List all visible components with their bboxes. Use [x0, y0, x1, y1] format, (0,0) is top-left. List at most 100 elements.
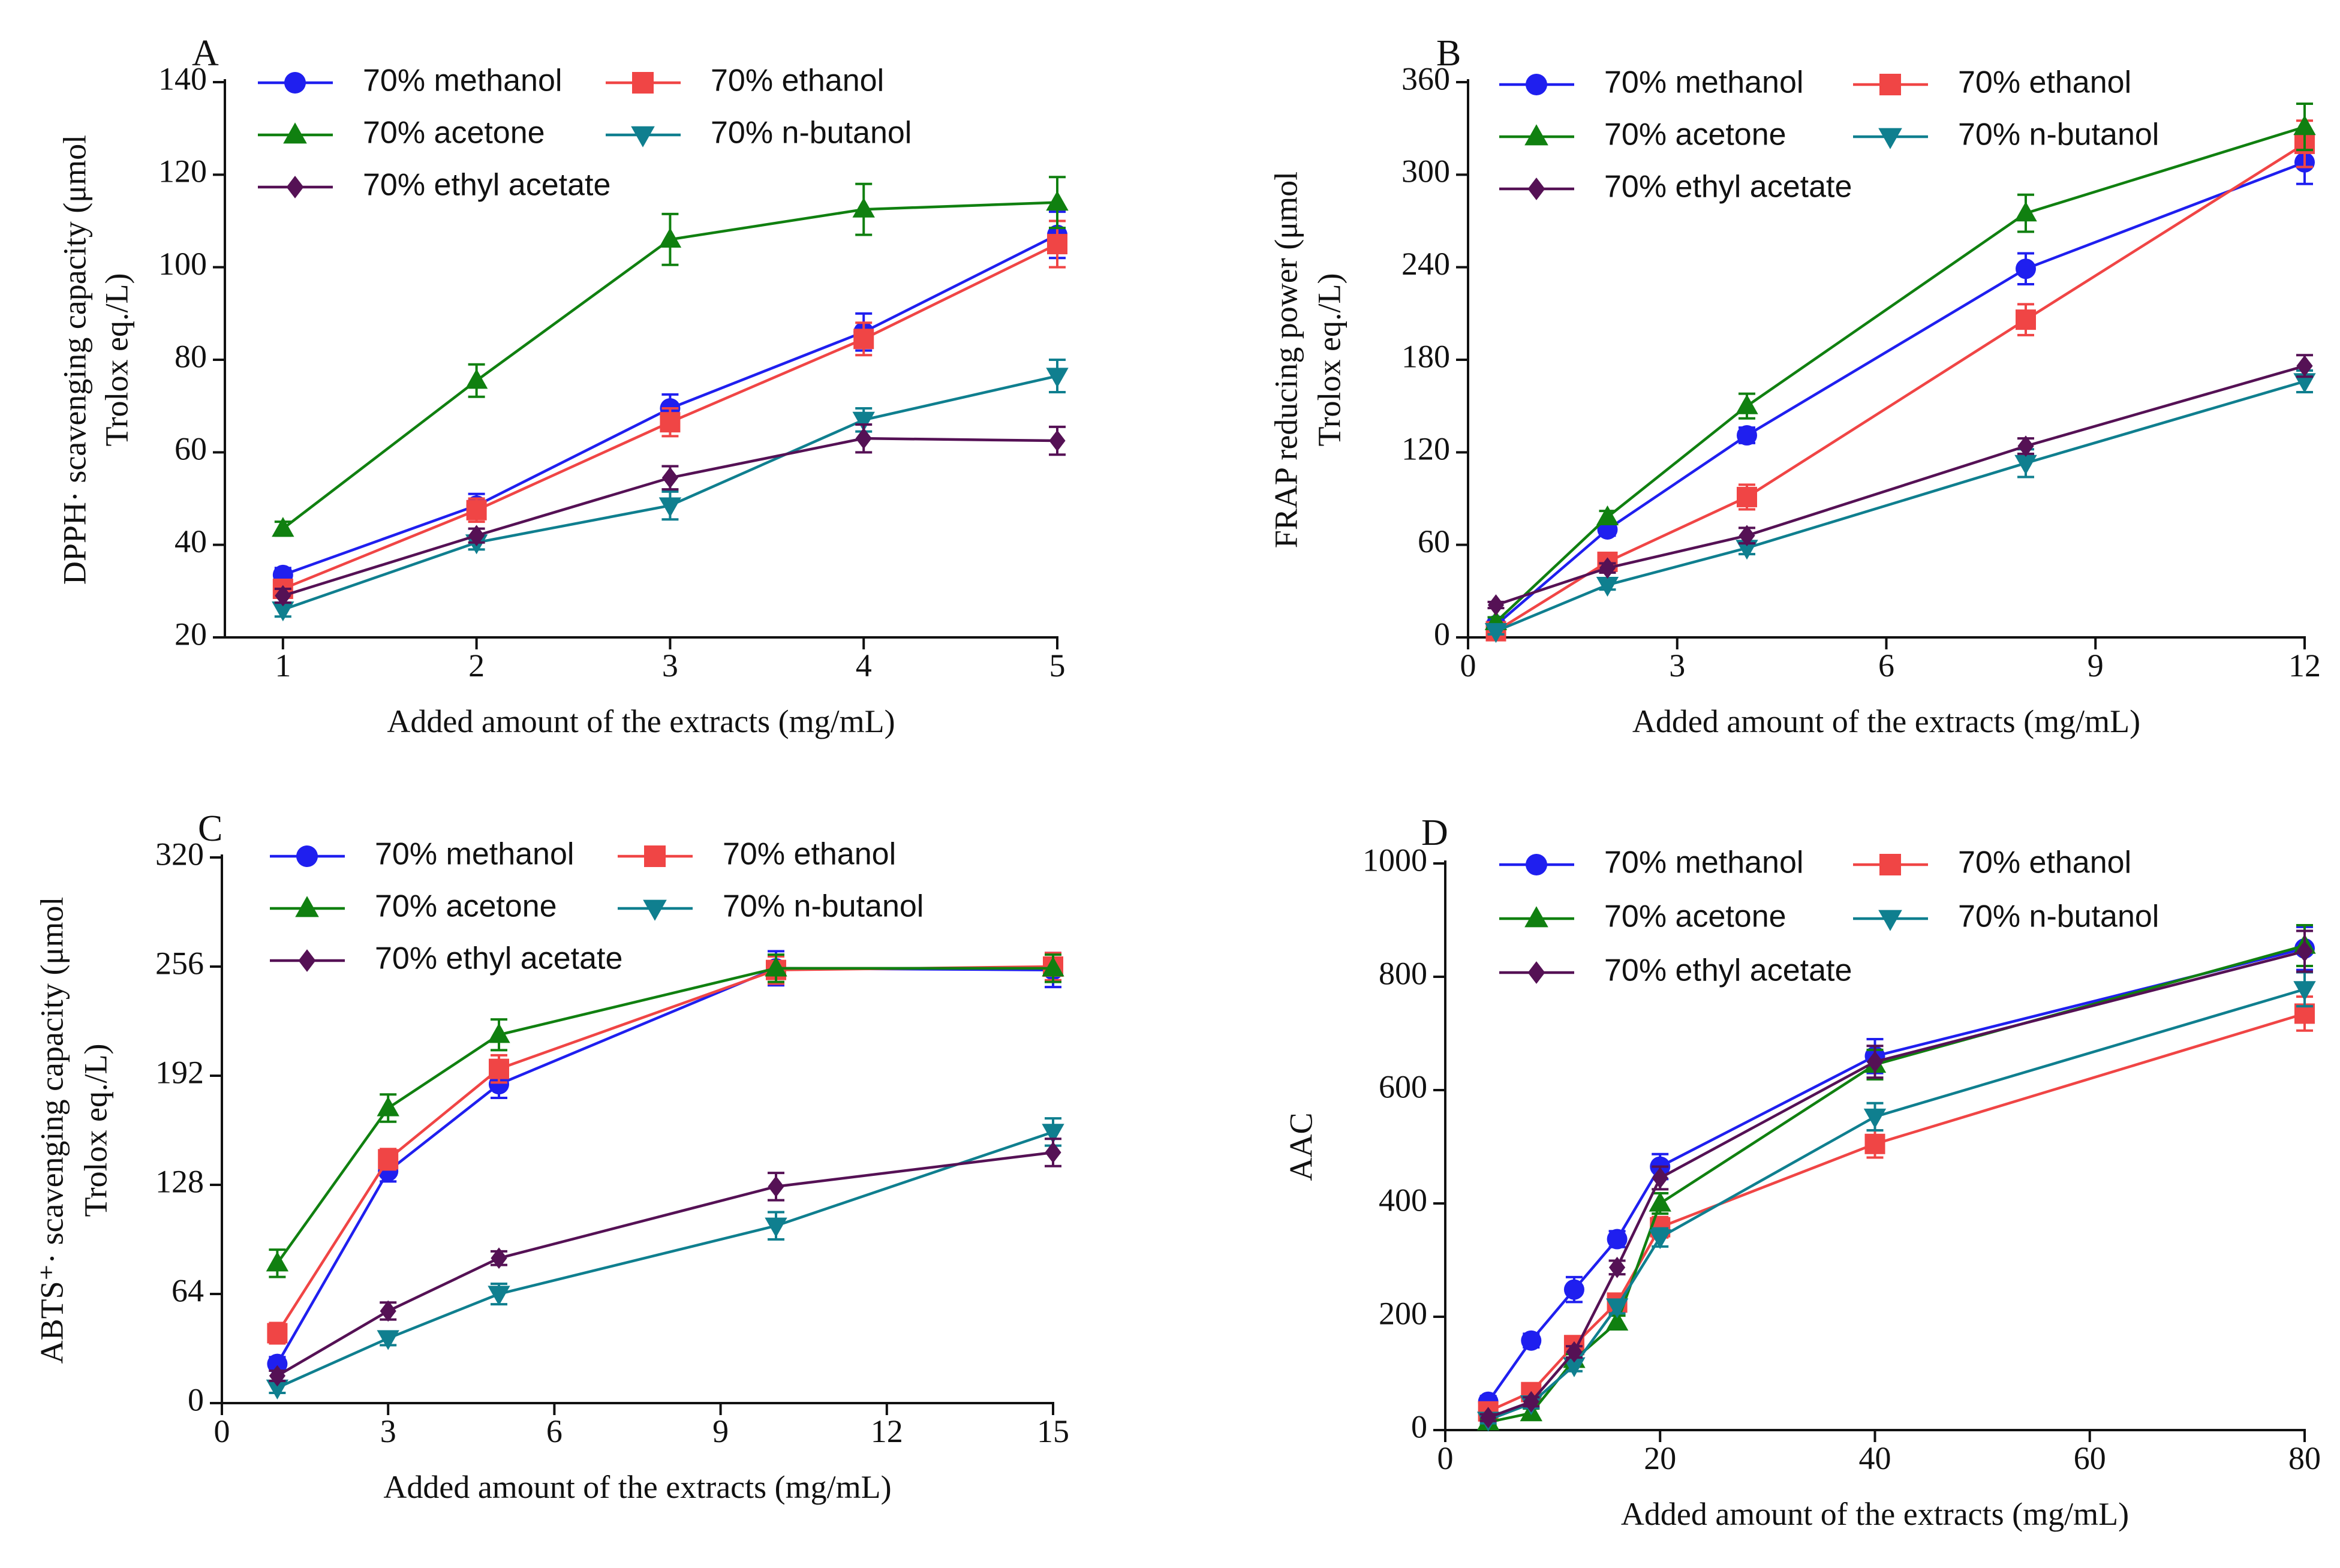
y-tick-label: 300 [1401, 154, 1450, 189]
series-line [1487, 988, 2305, 1422]
data-point [466, 499, 487, 520]
legend-item: 70% acetone [1499, 118, 1786, 152]
y-tick-label: 1000 [1363, 842, 1427, 878]
panel-letter: D [1421, 812, 1448, 853]
y-tick-label: 20 [175, 616, 207, 652]
y-axis-title: AAC [1283, 1112, 1319, 1181]
data-point [765, 956, 787, 977]
data-point [1863, 1108, 1887, 1128]
series-line [1487, 1012, 2305, 1413]
data-point [2017, 435, 2034, 457]
data-point [1046, 368, 1069, 388]
data-point [488, 1023, 510, 1043]
data-point [491, 1247, 507, 1269]
data-point [377, 1330, 399, 1350]
y-axis-title: Trolox eq./L) [98, 273, 134, 446]
legend-marker [1526, 74, 1547, 95]
data-point [1736, 540, 1758, 560]
legend-label: 70% ethyl acetate [1604, 953, 1852, 988]
data-point [272, 601, 294, 622]
x-axis-title: Added amount of the extracts (mg/mL) [383, 1469, 891, 1505]
y-tick-label: 60 [175, 431, 207, 467]
legend-item: 70% ethanol [606, 64, 884, 98]
x-tick-label: 5 [1049, 648, 1066, 684]
y-tick-label: 800 [1379, 955, 1427, 991]
data-point [1566, 1341, 1583, 1363]
data-point [1049, 430, 1066, 452]
data-point [1739, 525, 1755, 547]
legend-marker [643, 899, 667, 921]
y-axis-title: Trolox eq./L) [1311, 273, 1347, 446]
legend-label: 70% n-butanol [1958, 118, 2159, 152]
data-point [2296, 355, 2313, 377]
x-tick-label: 3 [662, 648, 678, 684]
series-70-acetone [272, 176, 1069, 537]
data-point [2293, 373, 2316, 393]
data-point [1046, 191, 1069, 211]
x-tick-label: 0 [214, 1413, 230, 1449]
y-axis-title: FRAP reducing power (μmol [1268, 171, 1304, 548]
panel-letter: B [1436, 33, 1461, 74]
data-point [2014, 455, 2037, 475]
x-tick-label: 4 [856, 648, 872, 684]
legend-marker [1878, 128, 1902, 149]
legend-label: 70% acetone [375, 889, 557, 924]
x-tick-label: 9 [712, 1413, 729, 1449]
x-tick-label: 12 [871, 1413, 903, 1449]
data-point [661, 467, 679, 489]
series-70-ethanol [267, 952, 1063, 1345]
x-tick-label: 9 [2088, 648, 2104, 684]
y-tick-label: 140 [158, 61, 207, 97]
series-70-n-butanol [1484, 369, 2316, 643]
legend-label: 70% methanol [1604, 65, 1803, 100]
data-point [2293, 981, 2316, 1001]
series-line [1488, 944, 2305, 1423]
x-tick-label: 2 [468, 648, 485, 684]
y-tick-label: 240 [1401, 246, 1450, 282]
legend-marker [1526, 854, 1547, 875]
legend-label: 70% n-butanol [711, 116, 912, 151]
series-70-ethyl-acetate [274, 423, 1066, 607]
legend-item: 70% n-butanol [1853, 118, 2159, 152]
legend-item: 70% n-butanol [606, 116, 912, 151]
series-70-ethyl-acetate [1487, 354, 2313, 616]
data-point [852, 411, 875, 432]
legend-item: 70% ethyl acetate [1499, 170, 1852, 204]
series-70-methanol [272, 210, 1067, 585]
data-point [465, 369, 488, 389]
x-tick-label: 0 [1437, 1440, 1454, 1476]
series-line [1487, 947, 2305, 1403]
chart-panel-d: D 0 200 400 600 800 1000 0 20 40 60 80 Added amount … [1283, 812, 2321, 1532]
data-point [380, 1300, 396, 1322]
legend-label: 70% acetone [1604, 899, 1786, 934]
data-point [765, 1217, 787, 1238]
series-70-ethyl-acetate [1479, 929, 2313, 1429]
legend-marker [1879, 854, 1901, 875]
x-tick-label: 0 [1460, 648, 1476, 684]
data-point [489, 1074, 509, 1095]
legend-label: 70% ethyl acetate [363, 168, 610, 203]
data-point [2296, 940, 2313, 962]
x-tick-label: 20 [1644, 1440, 1676, 1476]
data-point [2014, 201, 2037, 222]
y-tick-label: 64 [172, 1272, 204, 1308]
data-point [1737, 425, 1757, 446]
legend-marker [286, 176, 304, 198]
chart-panel-b: B 0 60 120 180 240 300 360 0 3 6 9 12 Added amount of… [1268, 33, 2321, 739]
data-point [658, 497, 682, 517]
series-70-methanol [1478, 925, 2315, 1412]
legend-label: 70% ethyl acetate [1604, 170, 1852, 204]
legend: 70% methanol 70% ethanol 70% acetone 70% n-… [1499, 65, 2159, 204]
y-tick-label: 128 [155, 1163, 204, 1199]
data-point [275, 585, 291, 607]
legend-item: 70% ethyl acetate [1499, 953, 1852, 988]
data-point [1609, 1256, 1626, 1278]
legend-marker [644, 845, 666, 867]
y-axis-title: DPPH· scavenging capacity (μmol [56, 135, 92, 585]
data-point [1652, 1167, 1668, 1189]
legend-marker [298, 949, 316, 972]
y-tick-label: 180 [1401, 338, 1450, 374]
legend-marker [295, 896, 319, 917]
y-tick-label: 360 [1401, 61, 1450, 97]
